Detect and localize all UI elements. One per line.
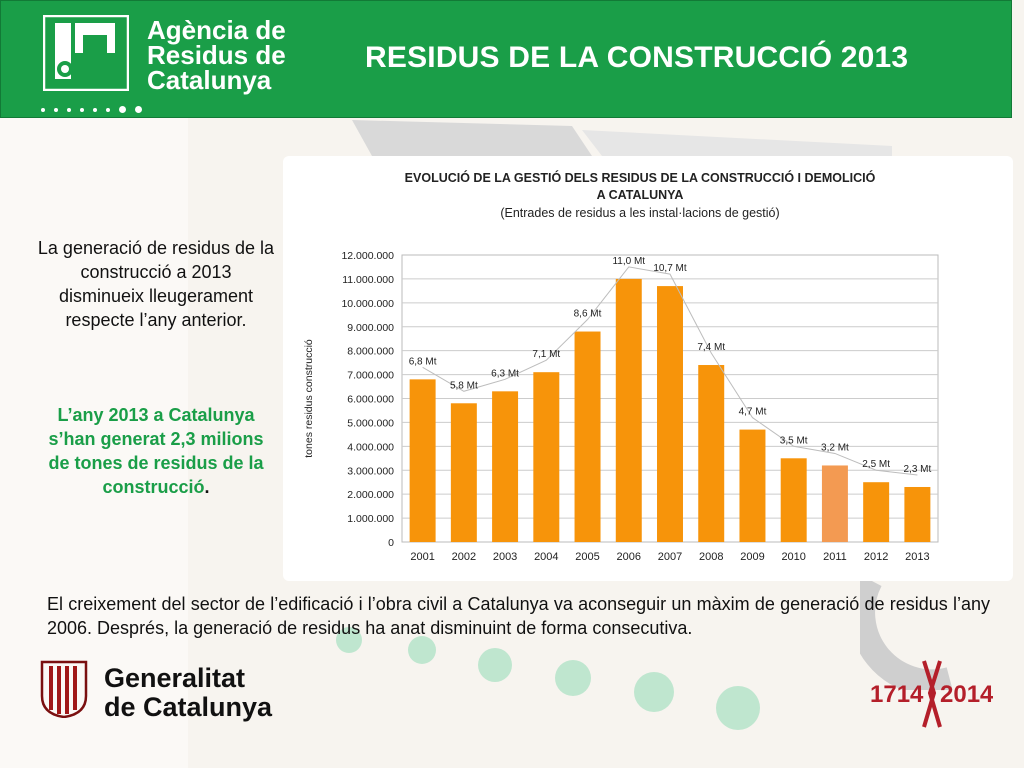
y-tick-label: 11.000.000 xyxy=(342,274,394,286)
bar xyxy=(533,372,560,542)
y-tick-label: 3.000.000 xyxy=(347,465,394,477)
decorative-circle xyxy=(478,648,512,682)
y-axis-label: tones residus construcció xyxy=(303,339,315,458)
bar-chart: 0 1.000.000 2.000.000 3.000.000 4.000.000 5.0… xyxy=(303,250,939,563)
bar xyxy=(698,365,725,542)
y-tick-label: 1.000.000 xyxy=(347,513,394,525)
x-tick-label: 2007 xyxy=(658,551,682,563)
anniversary-year-right: 2014 xyxy=(940,681,993,708)
data-label: 5,8 Mt xyxy=(450,380,478,391)
x-tick-label: 2013 xyxy=(905,551,929,563)
bar xyxy=(450,403,477,542)
data-label: 4,7 Mt xyxy=(739,407,767,418)
logo-dots xyxy=(41,101,151,119)
x-tick-label: 2003 xyxy=(493,551,517,563)
decorative-circle xyxy=(555,660,591,696)
data-label: 6,8 Mt xyxy=(409,356,437,367)
chart-title: EVOLUCIÓ DE LA GESTIÓ DELS RESIDUS DE LA… xyxy=(404,171,876,202)
bar xyxy=(657,286,683,542)
left-background-band xyxy=(0,0,188,768)
decorative-circle xyxy=(336,627,362,653)
decorative-circle xyxy=(716,686,760,730)
bar xyxy=(574,331,601,542)
y-tick-label: 6.000.000 xyxy=(347,394,394,406)
bar xyxy=(780,458,807,542)
generalitat-logo-text: Generalitat de Catalunya xyxy=(104,663,273,722)
data-label: 10,7 Mt xyxy=(653,263,687,274)
chart-panel xyxy=(283,156,1013,581)
y-tick-label: 4.000.000 xyxy=(347,441,394,453)
x-tick-label: 2005 xyxy=(575,551,599,563)
agency-logo-text: Agència de Residus de Catalunya xyxy=(147,15,286,95)
data-label: 8,6 Mt xyxy=(574,309,602,320)
bar xyxy=(492,391,519,542)
x-tick-label: 2006 xyxy=(617,551,641,563)
data-label: 3,2 Mt xyxy=(821,442,849,453)
data-label: 3,5 Mt xyxy=(780,435,808,446)
bar xyxy=(863,482,890,542)
decorative-circle xyxy=(634,672,674,712)
data-label: 11,0 Mt xyxy=(612,256,645,267)
x-tick-label: 2009 xyxy=(740,551,764,563)
x-tick-label: 2002 xyxy=(452,551,476,563)
bar xyxy=(739,429,766,542)
page-title: RESIDUS DE LA CONSTRUCCIÓ 2013 xyxy=(365,41,909,74)
chart-subtitle: (Entrades de residus a les instal·lacion… xyxy=(500,206,780,220)
decorative-grey-arc xyxy=(860,574,953,690)
data-label: 7,1 Mt xyxy=(532,349,560,360)
y-tick-label: 5.000.000 xyxy=(347,417,394,429)
bar xyxy=(821,465,848,542)
y-tick-label: 2.000.000 xyxy=(347,489,394,501)
decorative-swoosh xyxy=(352,120,892,160)
y-tick-label: 9.000.000 xyxy=(347,322,394,334)
x-tick-label: 2008 xyxy=(699,551,723,563)
generalitat-emblem-icon xyxy=(40,660,88,718)
data-label: 6,3 Mt xyxy=(491,368,519,379)
x-tick-label: 2012 xyxy=(864,551,888,563)
y-tick-label: 10.000.000 xyxy=(341,298,394,310)
data-label: 2,3 Mt xyxy=(903,464,931,475)
highlight-text: L’any 2013 a Catalunya s’han generat 2,3… xyxy=(48,405,264,497)
intro-text: La generació de residus de la construcci… xyxy=(37,238,275,330)
data-label: 7,4 Mt xyxy=(697,342,725,353)
bar xyxy=(615,278,642,542)
x-tick-label: 2011 xyxy=(823,551,847,563)
bar xyxy=(409,379,436,542)
decorative-circle xyxy=(408,636,436,664)
data-label: 2,5 Mt xyxy=(862,459,890,470)
x-tick-label: 2010 xyxy=(781,551,805,563)
y-tick-label: 0 xyxy=(388,537,394,549)
x-tick-label: 2004 xyxy=(534,551,558,563)
trend-line xyxy=(422,266,918,476)
header-bar: Agència de Residus de Catalunya RESIDUS … xyxy=(0,0,1012,118)
y-tick-label: 8.000.000 xyxy=(347,346,394,358)
y-tick-label: 12.000.000 xyxy=(341,250,394,262)
agency-logo-icon xyxy=(43,15,129,91)
anniversary-year-left: 1714 xyxy=(870,681,924,708)
y-tick-label: 7.000.000 xyxy=(347,370,394,382)
anniversary-1714-2014-logo: 1714 2014 xyxy=(870,660,993,728)
bottom-paragraph: El creixement del sector de l’edificació… xyxy=(47,594,990,638)
bar xyxy=(904,486,931,542)
x-tick-label: 2001 xyxy=(410,551,434,563)
